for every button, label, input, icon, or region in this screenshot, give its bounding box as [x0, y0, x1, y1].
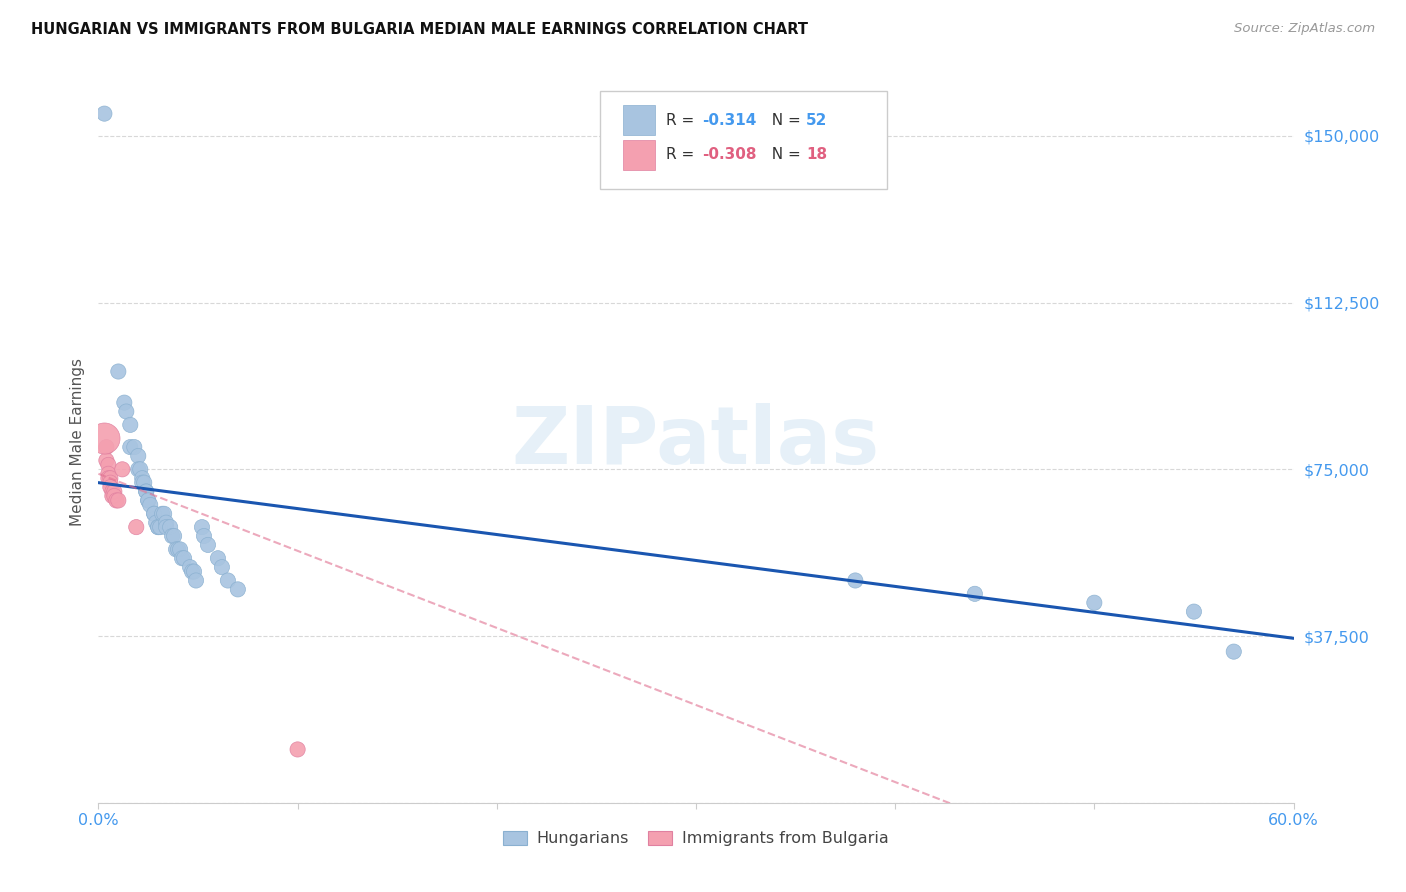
Point [125, 520, 148, 534]
Point [97, 471, 120, 485]
Point [172, 551, 194, 566]
Point [153, 507, 176, 521]
Point [193, 529, 215, 543]
Y-axis label: Median Male Earnings: Median Male Earnings [69, 358, 84, 525]
Point [135, 484, 157, 499]
Point [1083, 596, 1105, 610]
Point [93, 106, 115, 120]
Text: HUNGARIAN VS IMMIGRANTS FROM BULGARIA MEDIAN MALE EARNINGS CORRELATION CHART: HUNGARIAN VS IMMIGRANTS FROM BULGARIA ME… [31, 22, 808, 37]
Text: Source: ZipAtlas.com: Source: ZipAtlas.com [1234, 22, 1375, 36]
Point [105, 493, 128, 508]
Point [98, 480, 122, 494]
Point [129, 462, 152, 476]
Point [136, 493, 159, 508]
Point [124, 440, 146, 454]
Point [197, 538, 219, 552]
Text: ZIPatlas: ZIPatlas [512, 402, 880, 481]
FancyBboxPatch shape [623, 139, 655, 169]
Point [101, 489, 124, 503]
Point [160, 529, 183, 543]
Text: -0.314: -0.314 [702, 112, 756, 128]
Point [184, 574, 207, 588]
Point [145, 516, 167, 530]
Point [181, 565, 204, 579]
Point [155, 516, 177, 530]
Point [165, 542, 187, 557]
Point [120, 417, 142, 432]
Text: 52: 52 [806, 112, 827, 128]
Point [179, 560, 201, 574]
Point [143, 507, 166, 521]
Point [127, 449, 149, 463]
Point [111, 462, 134, 476]
Text: N =: N = [762, 147, 806, 162]
Point [211, 560, 233, 574]
Point [120, 440, 142, 454]
FancyBboxPatch shape [623, 105, 655, 136]
Legend: Hungarians, Immigrants from Bulgaria: Hungarians, Immigrants from Bulgaria [496, 824, 896, 853]
Point [134, 475, 156, 490]
Point [136, 493, 159, 508]
Point [127, 462, 149, 476]
Point [217, 574, 239, 588]
Text: N =: N = [762, 112, 806, 128]
Point [97, 458, 120, 472]
Point [139, 498, 162, 512]
Point [163, 529, 186, 543]
Text: 18: 18 [806, 147, 827, 162]
Point [150, 507, 173, 521]
Point [963, 587, 986, 601]
Point [844, 574, 866, 588]
Point [93, 431, 115, 445]
Point [191, 520, 214, 534]
Point [1223, 645, 1246, 659]
Point [173, 551, 195, 566]
FancyBboxPatch shape [600, 91, 887, 189]
Point [131, 475, 153, 490]
Point [103, 484, 125, 499]
Point [97, 467, 120, 481]
Point [96, 453, 118, 467]
Point [159, 520, 181, 534]
Point [135, 484, 157, 499]
Point [155, 520, 177, 534]
Point [167, 542, 190, 557]
Point [148, 520, 170, 534]
Point [149, 520, 172, 534]
Point [98, 475, 122, 490]
Point [287, 742, 309, 756]
Point [115, 404, 138, 418]
Point [1182, 605, 1205, 619]
Text: R =: R = [666, 147, 699, 162]
Point [183, 565, 205, 579]
Point [226, 582, 249, 597]
Point [131, 471, 153, 485]
Point [169, 542, 191, 557]
Text: R =: R = [666, 112, 699, 128]
Point [107, 364, 129, 378]
Point [98, 471, 122, 485]
Point [96, 440, 118, 454]
Point [112, 395, 135, 409]
Point [207, 551, 229, 566]
Text: -0.308: -0.308 [702, 147, 756, 162]
Point [107, 493, 129, 508]
Point [103, 489, 125, 503]
Point [101, 484, 124, 499]
Point [148, 520, 170, 534]
Point [143, 507, 166, 521]
